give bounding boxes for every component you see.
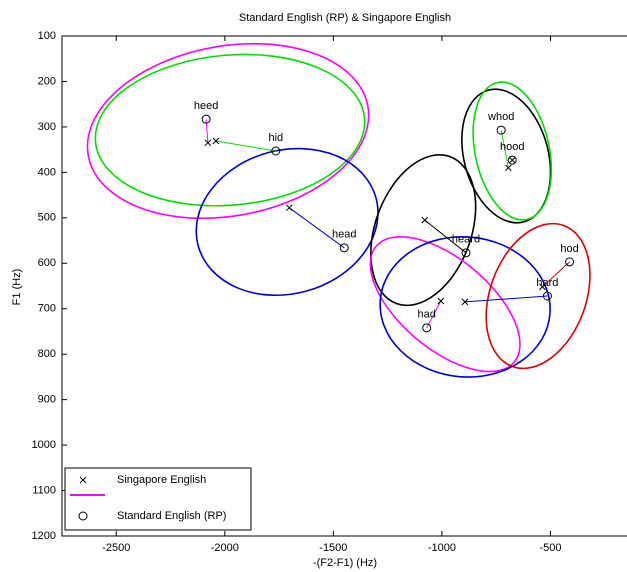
- y-tick-label: 1200: [32, 530, 56, 542]
- cross-point: [212, 137, 220, 145]
- connector: [426, 300, 442, 329]
- ellipse: [379, 235, 551, 378]
- point-label: hood: [500, 141, 524, 153]
- point-label: hod: [560, 243, 578, 255]
- y-tick-label: 300: [38, 121, 56, 133]
- plot-frame: [61, 35, 627, 537]
- y-tick-label: 100: [38, 30, 56, 42]
- circle-point: [201, 114, 211, 124]
- cross-point: [204, 139, 212, 147]
- y-axis-label: F1 (Hz): [11, 269, 23, 306]
- circle-point: [542, 291, 552, 301]
- ellipse: [369, 235, 521, 373]
- cross-point: [421, 216, 429, 224]
- ellipse: [94, 53, 366, 207]
- ellipse: [86, 42, 370, 220]
- y-tick-label: 600: [38, 257, 56, 269]
- ellipse: [461, 88, 552, 224]
- x-axis-label: -(F2-F1) (Hz): [313, 557, 377, 569]
- ellipse: [370, 154, 477, 307]
- x-tick-label: -2500: [102, 542, 130, 554]
- circle-point: [339, 243, 349, 253]
- legend-box: [64, 467, 252, 531]
- point-label: heard: [452, 234, 480, 246]
- circle-point: [271, 146, 281, 156]
- connector: [464, 295, 548, 303]
- y-tick-label: 1000: [32, 439, 56, 451]
- connector: [424, 219, 467, 254]
- circle-point: [565, 257, 575, 267]
- point-label: had: [418, 309, 436, 321]
- legend-label: Singapore English: [117, 474, 206, 486]
- chart-title: Standard English (RP) & Singapore Englis…: [239, 12, 451, 24]
- connector: [215, 140, 276, 152]
- cross-point: [437, 297, 445, 305]
- circle-point: [507, 155, 517, 165]
- point-label: whod: [487, 111, 514, 123]
- circle-point: [461, 248, 471, 258]
- cross-point: [504, 164, 512, 172]
- point-label: heed: [194, 100, 218, 112]
- circle-point: [496, 125, 506, 135]
- point-label: hid: [268, 132, 283, 144]
- ellipse: [195, 147, 379, 297]
- ellipse: [485, 222, 591, 370]
- connector: [288, 207, 345, 249]
- cross-point: [539, 283, 546, 291]
- y-tick-label: 500: [38, 212, 56, 224]
- x-tick-label: -1000: [428, 542, 456, 554]
- point-label: head: [332, 229, 356, 241]
- y-tick-label: 700: [38, 303, 56, 315]
- ellipse: [472, 81, 553, 221]
- cross-point: [461, 298, 469, 306]
- legend-circle: [78, 511, 88, 521]
- y-tick-label: 900: [38, 394, 56, 406]
- x-tick-label: -1500: [319, 542, 347, 554]
- y-tick-label: 800: [38, 348, 56, 360]
- x-tick-label: -500: [539, 542, 561, 554]
- legend-label: Standard English (RP): [117, 510, 226, 522]
- x-tick-label: -2000: [211, 542, 239, 554]
- cross-point: [508, 156, 516, 164]
- legend-cross: [79, 476, 87, 484]
- connector: [500, 129, 509, 168]
- y-tick-label: 200: [38, 75, 56, 87]
- point-label: hard: [536, 277, 558, 289]
- connector: [542, 261, 570, 288]
- y-tick-label: 400: [38, 166, 56, 178]
- cross-point: [285, 204, 293, 212]
- circle-point: [422, 323, 432, 333]
- y-tick-label: 1100: [32, 484, 56, 496]
